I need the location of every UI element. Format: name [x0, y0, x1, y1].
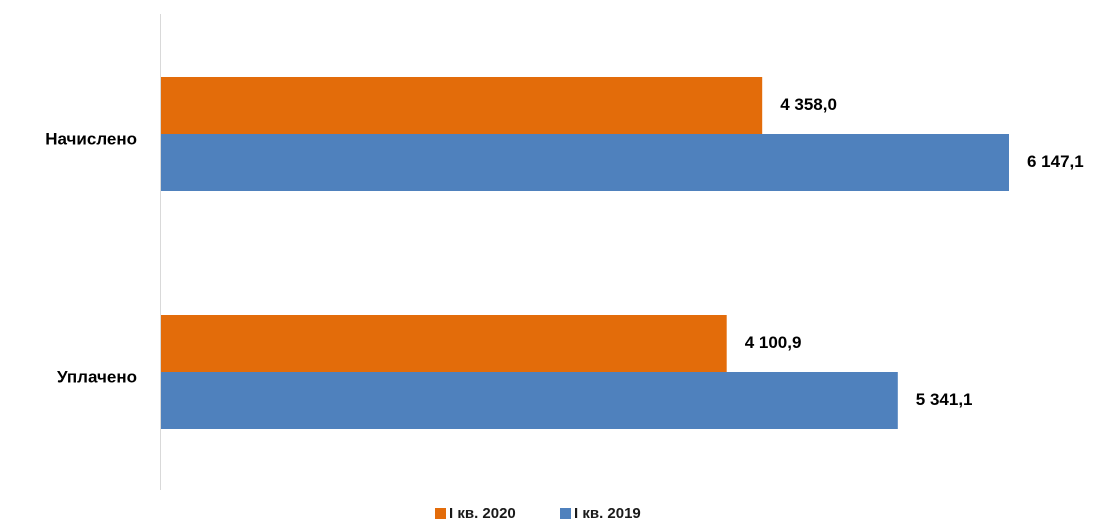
- value-label-nachisleno-2020: 4 358,0: [780, 95, 837, 114]
- legend-label-2020: I кв. 2020: [449, 505, 516, 521]
- legend-label-2019: I кв. 2019: [574, 505, 641, 521]
- value-label-uplacheno-2020: 4 100,9: [745, 333, 802, 352]
- value-labels: 4 358,0 6 147,1 4 100,9 5 341,1: [745, 95, 1084, 409]
- bar-uplacheno-2020: [161, 315, 727, 372]
- legend-swatch-2019: [560, 508, 571, 519]
- legend: I кв. 2020 I кв. 2019: [435, 505, 641, 521]
- category-labels: Начислено Уплачено: [45, 129, 137, 386]
- value-label-nachisleno-2019: 6 147,1: [1027, 152, 1084, 171]
- category-label-uplacheno: Уплачено: [57, 367, 137, 386]
- bar-uplacheno-2019: [161, 372, 898, 429]
- bar-nachisleno-2020: [161, 77, 763, 134]
- value-label-uplacheno-2019: 5 341,1: [916, 390, 973, 409]
- bars: [161, 77, 1009, 429]
- bar-nachisleno-2019: [161, 134, 1009, 191]
- legend-swatch-2020: [435, 508, 446, 519]
- category-label-nachisleno: Начислено: [45, 129, 137, 148]
